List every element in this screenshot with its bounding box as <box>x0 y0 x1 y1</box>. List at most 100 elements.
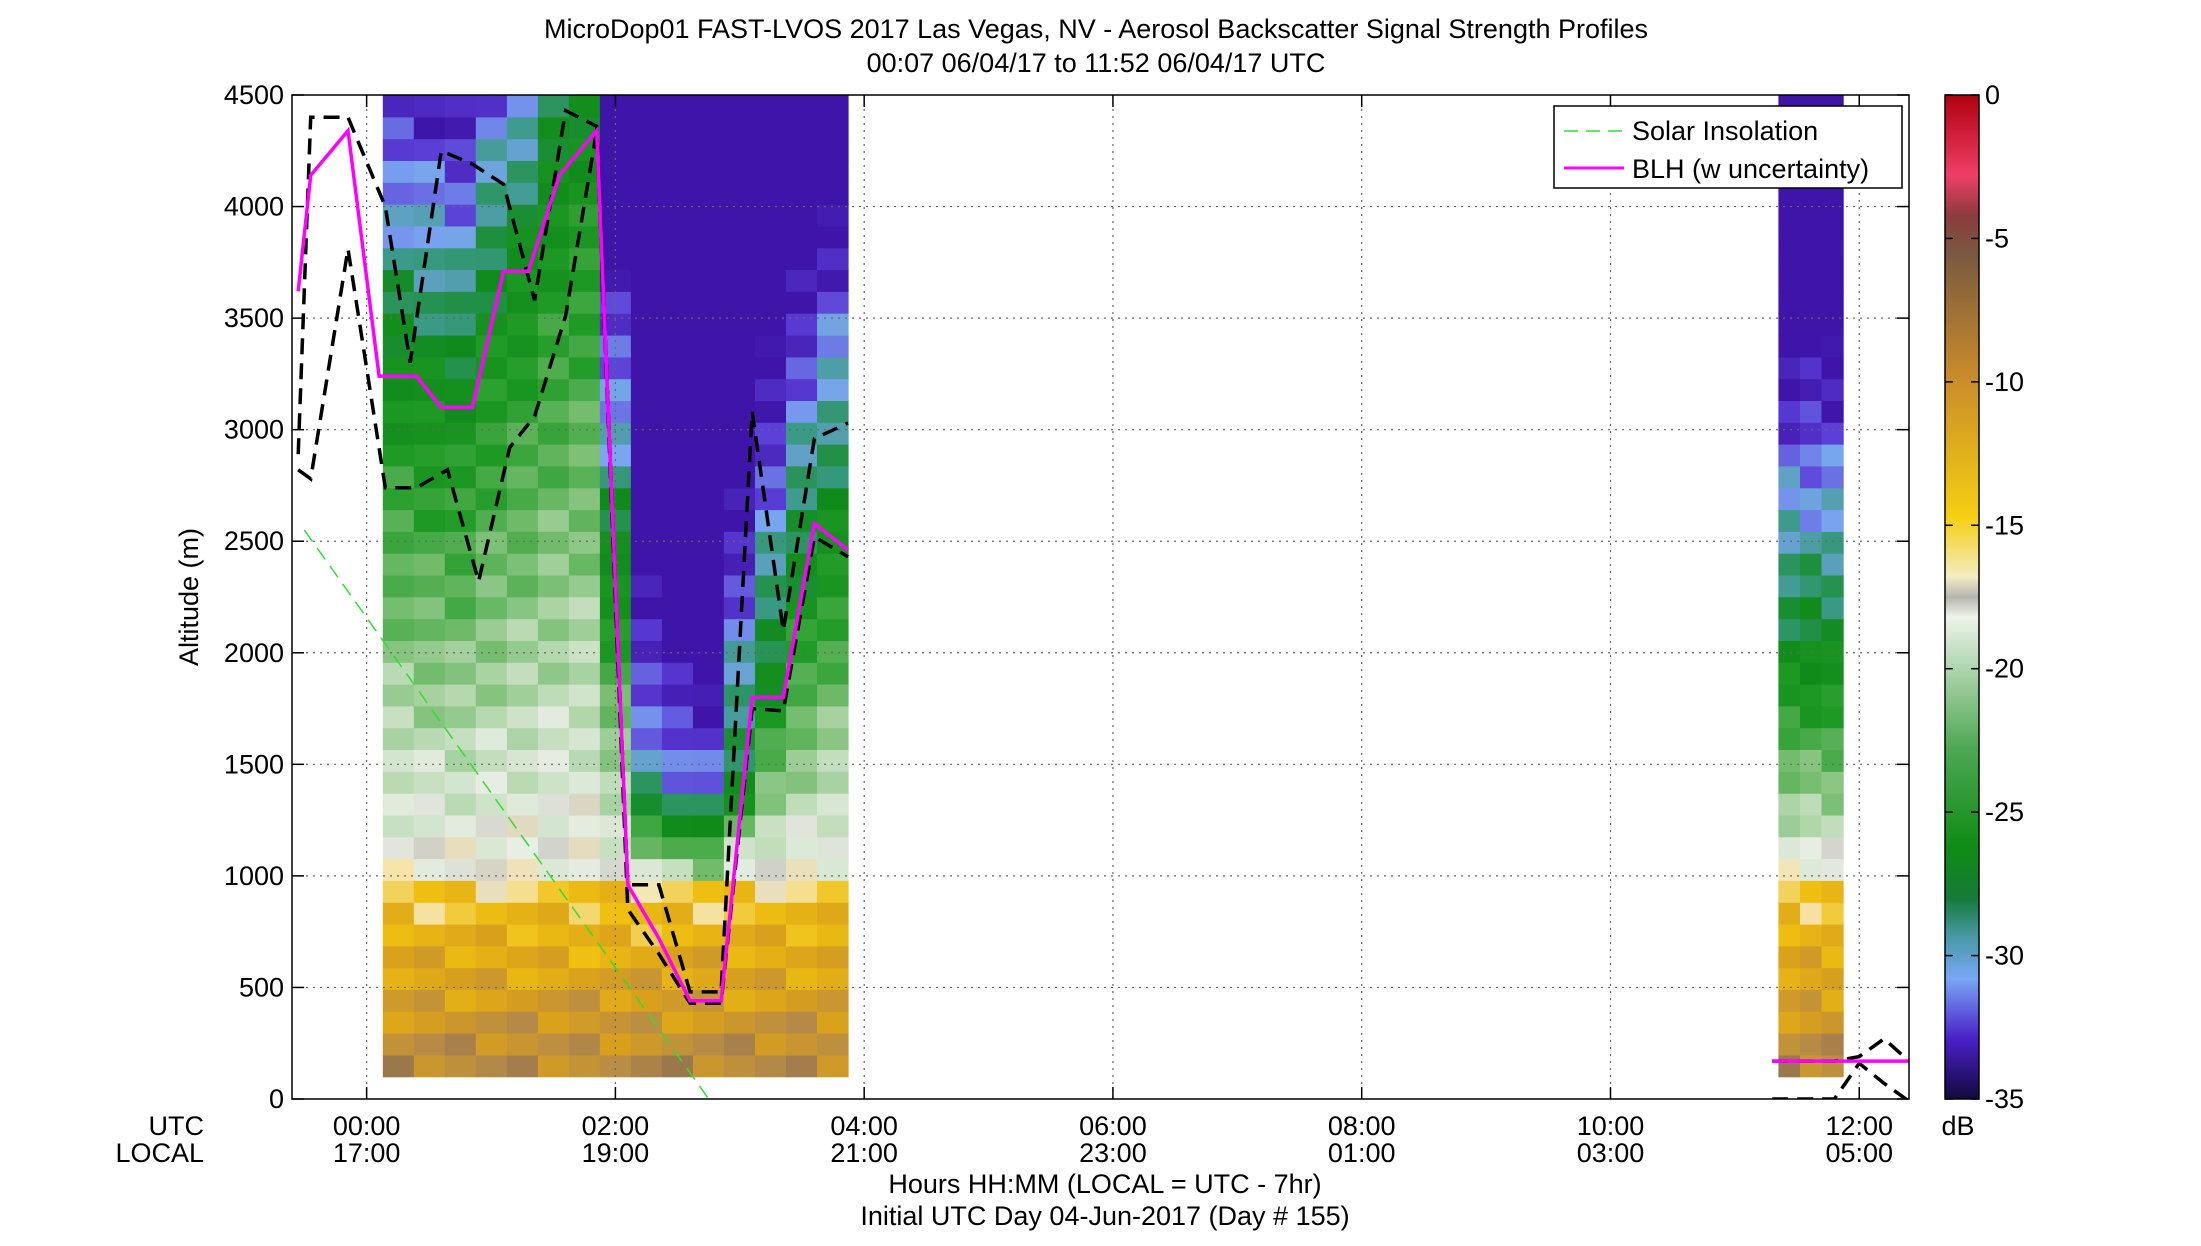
heatmap-cell <box>723 116 756 140</box>
heatmap-cell <box>661 596 694 620</box>
heatmap-cell <box>568 553 601 576</box>
heatmap-cell <box>723 138 756 161</box>
heatmap-cell <box>568 378 601 401</box>
heatmap-cell <box>382 356 415 380</box>
heatmap-cell <box>817 640 849 663</box>
heatmap-cell <box>568 880 601 903</box>
colorbar-tick-label: -30 <box>1985 941 2024 971</box>
heatmap-cell <box>630 618 663 641</box>
heatmap-cell <box>1800 313 1823 336</box>
heatmap-cell <box>413 836 446 860</box>
heatmap-cell <box>661 924 694 947</box>
heatmap-cell <box>1778 793 1801 816</box>
heatmap-cell <box>475 1033 508 1056</box>
heatmap-cell <box>475 836 508 860</box>
heatmap-cell <box>475 640 508 663</box>
heatmap-cell <box>786 204 818 227</box>
heatmap-cell <box>1800 771 1823 794</box>
heatmap-cell <box>692 880 725 903</box>
colorbar-tick-label: -25 <box>1985 797 2024 827</box>
heatmap-cell <box>755 444 787 467</box>
heatmap-cell <box>817 160 849 183</box>
heatmap-cell <box>1778 771 1801 794</box>
heatmap-cell <box>786 444 818 467</box>
heatmap-cell <box>630 640 663 663</box>
heatmap-cell <box>568 836 601 860</box>
heatmap-cell <box>444 444 477 467</box>
heatmap-cell <box>568 335 601 358</box>
heatmap-cell <box>817 465 849 489</box>
heatmap-cell <box>413 465 446 489</box>
heatmap-cell <box>382 618 415 641</box>
heatmap-cell <box>444 640 477 663</box>
heatmap-cell <box>1800 727 1823 750</box>
heatmap-cell <box>444 574 477 598</box>
x-tick-label-local: 17:00 <box>333 1138 401 1168</box>
heatmap-cell <box>1800 705 1823 729</box>
heatmap-cell <box>413 313 446 336</box>
heatmap-cell <box>1800 269 1823 292</box>
heatmap-cell <box>755 684 787 707</box>
heatmap-cell <box>661 444 694 467</box>
heatmap-cell <box>817 204 849 227</box>
heatmap-cell <box>786 749 818 772</box>
heatmap-cell <box>506 814 539 838</box>
heatmap-cell <box>786 465 818 489</box>
heatmap-cell <box>755 116 787 140</box>
heatmap-cell <box>1800 749 1823 772</box>
heatmap-cell <box>630 1033 663 1056</box>
heatmap-cell <box>537 705 570 729</box>
heatmap-cell <box>755 160 787 183</box>
heatmap-cell <box>444 880 477 903</box>
heatmap-cell <box>755 596 787 620</box>
heatmap-cell <box>475 204 508 227</box>
heatmap-cell <box>1778 225 1801 249</box>
heatmap-cell <box>413 204 446 227</box>
heatmap-cell <box>506 509 539 532</box>
blh-line <box>296 126 850 1003</box>
heatmap-cell <box>568 596 601 620</box>
heatmap-cell <box>630 182 663 205</box>
heatmap-cell <box>382 924 415 947</box>
heatmap-cell <box>755 945 787 969</box>
chart-subtitle: 00:07 06/04/17 to 11:52 06/04/17 UTC <box>867 48 1326 78</box>
heatmap-cell <box>1778 269 1801 292</box>
heatmap-cell <box>537 291 570 314</box>
heatmap-cell <box>382 116 415 140</box>
x-tick-label-local: 03:00 <box>1577 1138 1645 1168</box>
heatmap-cell <box>661 487 694 511</box>
heatmap-cell <box>1778 640 1801 663</box>
heatmap-cell <box>413 291 446 314</box>
heatmap-cell <box>1821 356 1844 380</box>
x-tick-label-utc: 02:00 <box>582 1111 650 1141</box>
heatmap-cell <box>661 182 694 205</box>
heatmap-cell <box>599 531 632 554</box>
heatmap-cell <box>506 138 539 161</box>
x-row-label-utc: UTC <box>149 1111 205 1141</box>
heatmap-cell <box>382 138 415 161</box>
heatmap-cell <box>723 247 756 271</box>
heatmap-cell <box>1778 1054 1801 1078</box>
heatmap-cell <box>817 880 849 903</box>
heatmap-cell <box>817 924 849 947</box>
y-axis-ticks: 0 500 1000 1500 2000 2500 3000 3500 4000 4500 <box>224 80 1909 1114</box>
heatmap-cell <box>661 95 694 118</box>
heatmap-cell <box>755 95 787 118</box>
heatmap-cell <box>786 618 818 641</box>
x-tick-label-local: 19:00 <box>582 1138 650 1168</box>
heatmap-cell <box>382 749 415 772</box>
heatmap-cell <box>786 247 818 271</box>
heatmap-cell <box>755 138 787 161</box>
colorbar-tick-label: 0 <box>1985 80 2000 110</box>
heatmap-cell <box>786 705 818 729</box>
heatmap-cell <box>599 1011 632 1034</box>
heatmap-cell <box>630 509 663 532</box>
heatmap-cell <box>723 945 756 969</box>
heatmap-cell <box>692 422 725 445</box>
heatmap-cell <box>692 509 725 532</box>
y-tick-label: 4000 <box>224 192 284 222</box>
heatmap-cell <box>537 684 570 707</box>
heatmap-cell <box>537 269 570 292</box>
heatmap-cell <box>1800 574 1823 598</box>
heatmap-cell <box>413 858 446 881</box>
